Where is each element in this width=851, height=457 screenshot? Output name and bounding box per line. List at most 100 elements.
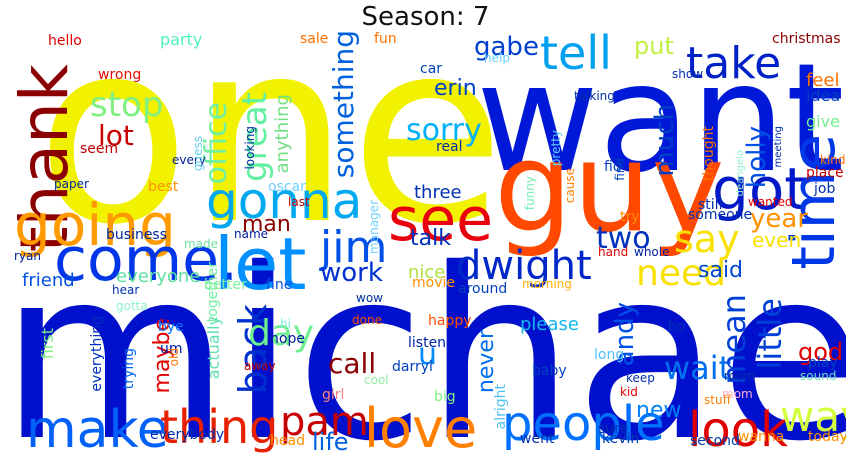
word-happy: happy: [428, 313, 472, 329]
word-ryan: ryan: [14, 249, 41, 263]
word-sorry: sorry: [406, 113, 482, 148]
word-job: job: [814, 181, 836, 197]
word-manager: manager: [367, 200, 381, 254]
word-someone: someone: [688, 207, 753, 223]
word-big: big: [434, 389, 456, 405]
word-sound: sound: [800, 369, 837, 383]
word-still: still: [698, 197, 723, 213]
word-darryl: darryl: [392, 359, 433, 375]
word-name: name: [234, 227, 269, 241]
word-find: find: [613, 158, 627, 181]
word-actually: actually: [204, 316, 223, 380]
word-friend: friend: [22, 270, 75, 291]
word-hand: hand: [598, 245, 629, 259]
word-three: three: [414, 182, 462, 203]
word-year: year: [750, 204, 809, 234]
word-wow: wow: [356, 291, 383, 305]
word-people: people: [502, 396, 665, 452]
word-christmas: christmas: [772, 31, 841, 47]
word-work: work: [320, 258, 383, 288]
word-last: last: [288, 195, 310, 209]
word-deangelo: deangelo: [735, 150, 746, 197]
word-alright: alright: [493, 384, 509, 430]
word-went: went: [520, 431, 555, 447]
word-said: said: [698, 258, 744, 283]
word-baby: baby: [532, 363, 567, 379]
word-feel: feel: [806, 70, 840, 91]
word-lot: lot: [98, 119, 134, 152]
word-something: something: [327, 30, 360, 179]
word-love: love: [364, 397, 478, 455]
word-mom: mom: [722, 387, 753, 401]
word-funny: funny: [523, 176, 537, 211]
word-help: help: [484, 51, 510, 65]
word-nice: nice: [408, 262, 446, 283]
word-wrong: wrong: [98, 67, 142, 83]
word-trying: trying: [121, 348, 137, 390]
word-please: please: [520, 314, 579, 335]
word-second: second: [690, 433, 740, 449]
word-holly: holly: [742, 126, 772, 189]
word-business: business: [106, 227, 168, 243]
word-done: done: [352, 313, 382, 327]
word-today: today: [808, 429, 846, 445]
word-better: better: [204, 277, 247, 293]
word-cloud: one michael want guy thank going gonna come. let…: [8, 30, 846, 454]
word-life: life: [312, 428, 349, 454]
word-office: office: [199, 102, 234, 185]
word-hear: hear: [112, 283, 140, 297]
word-nope: nope: [270, 331, 305, 347]
word-even: even: [752, 228, 802, 252]
word-try: try: [620, 209, 640, 225]
word-talking: talking: [574, 89, 615, 103]
word-party: party: [160, 30, 203, 49]
word-everybody: everybody: [150, 427, 225, 443]
word-make: make: [26, 400, 169, 454]
word-looking: looking: [243, 126, 257, 170]
word-long: long: [594, 347, 625, 363]
figure-title: Season: 7: [361, 2, 490, 32]
word-let: let: [214, 222, 307, 306]
word-stuff: stuff: [704, 393, 731, 407]
word-cause: cause: [563, 168, 577, 204]
word-wanna: wanna: [738, 429, 785, 445]
word-listen: listen: [408, 335, 447, 351]
word-u: u: [418, 337, 438, 372]
word-tell: tell: [540, 30, 612, 80]
word-kevin: kevin: [602, 431, 640, 447]
word-keep: keep: [626, 371, 655, 385]
word-show: show: [672, 67, 704, 81]
word-oscar: oscar: [268, 179, 306, 195]
word-michael: michael: [8, 218, 846, 455]
word-got: got: [712, 155, 808, 223]
word-fine: fine: [266, 277, 293, 293]
word-gonna: gonna: [206, 172, 363, 230]
word-god: god: [798, 338, 844, 366]
word-place: place: [806, 165, 844, 181]
word-put: put: [634, 32, 674, 60]
word-away: away: [244, 359, 276, 373]
word-idea: idea: [806, 86, 841, 105]
word-car: car: [420, 61, 443, 77]
word-going: going: [14, 191, 176, 259]
word-give: give: [806, 112, 840, 131]
word-real: real: [436, 139, 463, 155]
word-whole: whole: [634, 245, 670, 259]
word-bo: bo: [668, 319, 686, 335]
word-head: head: [270, 433, 305, 449]
word-gotta: gotta: [116, 299, 148, 313]
word-man: man: [242, 212, 291, 237]
word-kind: kind: [820, 153, 846, 167]
word-one: one: [36, 30, 505, 280]
word-old: old: [167, 348, 181, 367]
word-call: call: [328, 347, 377, 380]
word-meeting: meeting: [773, 126, 784, 168]
word-seem: seem: [80, 141, 119, 157]
word-fun: fun: [374, 31, 397, 47]
word-hi: hi: [280, 317, 291, 331]
word-gabe: gabe: [474, 32, 539, 62]
word-take: take: [686, 38, 782, 89]
word-day: day: [248, 313, 315, 354]
word-hello: hello: [48, 33, 82, 49]
